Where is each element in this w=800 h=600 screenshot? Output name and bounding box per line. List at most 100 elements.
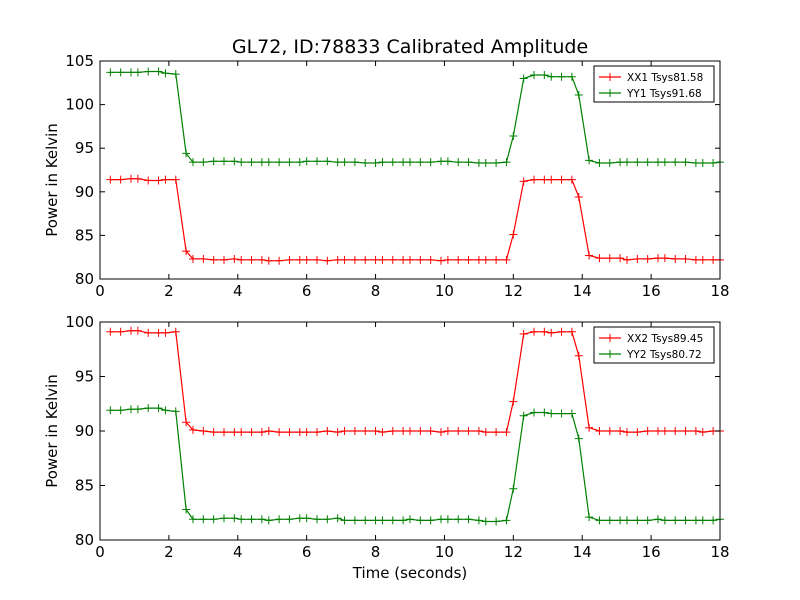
data-point xyxy=(295,255,304,264)
data-point xyxy=(474,255,483,264)
x-tick-label: 6 xyxy=(302,543,312,561)
data-point xyxy=(295,158,304,167)
data-point xyxy=(481,428,490,437)
data-point xyxy=(660,254,669,263)
data-point xyxy=(230,157,239,166)
data-point xyxy=(616,254,625,263)
data-point xyxy=(547,72,556,81)
x-axis-label-bottom: Time (seconds) xyxy=(352,564,468,582)
data-point xyxy=(361,427,370,435)
data-point xyxy=(302,255,311,264)
data-point xyxy=(481,517,490,526)
data-point xyxy=(660,427,669,435)
data-point xyxy=(671,254,680,263)
data-point xyxy=(691,427,700,435)
data-point xyxy=(595,159,604,168)
legend-box xyxy=(593,326,715,364)
data-point xyxy=(133,174,142,183)
legend-label: YY1 Tsys91.68 xyxy=(626,88,702,100)
data-point xyxy=(557,72,566,81)
data-point xyxy=(443,427,452,435)
data-point xyxy=(189,158,197,167)
x-tick-label: 2 xyxy=(164,543,174,561)
data-point xyxy=(691,516,700,525)
data-point xyxy=(182,505,191,514)
data-point xyxy=(623,158,631,167)
x-tick-label: 16 xyxy=(642,543,661,561)
x-tick-label: 2 xyxy=(164,282,174,300)
data-point xyxy=(519,177,528,186)
data-point xyxy=(230,254,239,263)
data-point xyxy=(237,255,246,264)
data-point xyxy=(302,428,311,437)
data-point xyxy=(437,256,445,265)
data-point xyxy=(540,70,549,79)
data-point xyxy=(361,516,370,525)
data-point xyxy=(313,255,321,264)
legend-marker xyxy=(606,89,614,97)
data-point xyxy=(264,427,273,435)
data-point xyxy=(106,68,115,77)
data-point xyxy=(154,328,163,337)
y-tick-label: 85 xyxy=(75,477,94,495)
x-tick-label: 0 xyxy=(95,282,105,300)
data-point xyxy=(671,516,680,525)
data-point xyxy=(230,514,239,523)
data-point xyxy=(643,254,652,263)
data-point xyxy=(285,158,294,167)
data-point xyxy=(199,427,208,435)
data-point xyxy=(313,157,321,166)
data-point xyxy=(154,67,163,76)
data-point xyxy=(257,428,266,437)
data-point xyxy=(443,515,452,524)
data-point xyxy=(623,255,631,264)
data-point xyxy=(654,254,662,263)
data-point xyxy=(350,427,359,435)
data-point xyxy=(323,256,332,265)
data-point xyxy=(127,326,135,335)
data-point xyxy=(585,251,594,260)
data-point xyxy=(605,159,614,168)
data-point xyxy=(199,254,208,263)
x-tick-label: 8 xyxy=(371,282,381,300)
x-tick-label: 14 xyxy=(573,282,592,300)
data-point xyxy=(361,255,370,264)
data-point xyxy=(171,407,180,416)
data-point xyxy=(530,175,538,184)
data-point xyxy=(127,174,135,183)
data-point xyxy=(182,418,191,427)
data-point xyxy=(633,428,642,437)
data-point xyxy=(464,515,473,524)
x-tick-label: 10 xyxy=(435,282,454,300)
data-point xyxy=(509,484,518,493)
data-point xyxy=(275,515,284,524)
data-point xyxy=(247,255,256,264)
data-point xyxy=(492,159,501,168)
legend-label: XX2 Tsys89.45 xyxy=(627,333,703,345)
data-point xyxy=(285,255,294,264)
data-point xyxy=(388,427,397,435)
data-point xyxy=(454,427,463,435)
data-point xyxy=(264,256,273,265)
data-point xyxy=(502,428,511,437)
data-point xyxy=(399,158,408,167)
data-point xyxy=(313,428,321,437)
data-point xyxy=(133,326,142,335)
data-point xyxy=(437,428,445,437)
data-point xyxy=(182,247,191,256)
data-point xyxy=(691,159,700,168)
legend-marker xyxy=(606,73,614,81)
data-point xyxy=(161,406,170,415)
y-tick-label: 80 xyxy=(75,531,94,549)
data-point xyxy=(237,515,246,524)
data-point xyxy=(144,404,153,413)
x-tick-label: 16 xyxy=(642,282,661,300)
data-point xyxy=(350,158,359,167)
y-tick-label: 90 xyxy=(75,183,94,201)
data-point xyxy=(464,255,473,264)
y-tick-label: 85 xyxy=(75,226,94,244)
data-point xyxy=(116,68,125,77)
data-point xyxy=(275,428,284,437)
y-tick-label: 100 xyxy=(65,313,94,331)
data-point xyxy=(406,158,414,167)
